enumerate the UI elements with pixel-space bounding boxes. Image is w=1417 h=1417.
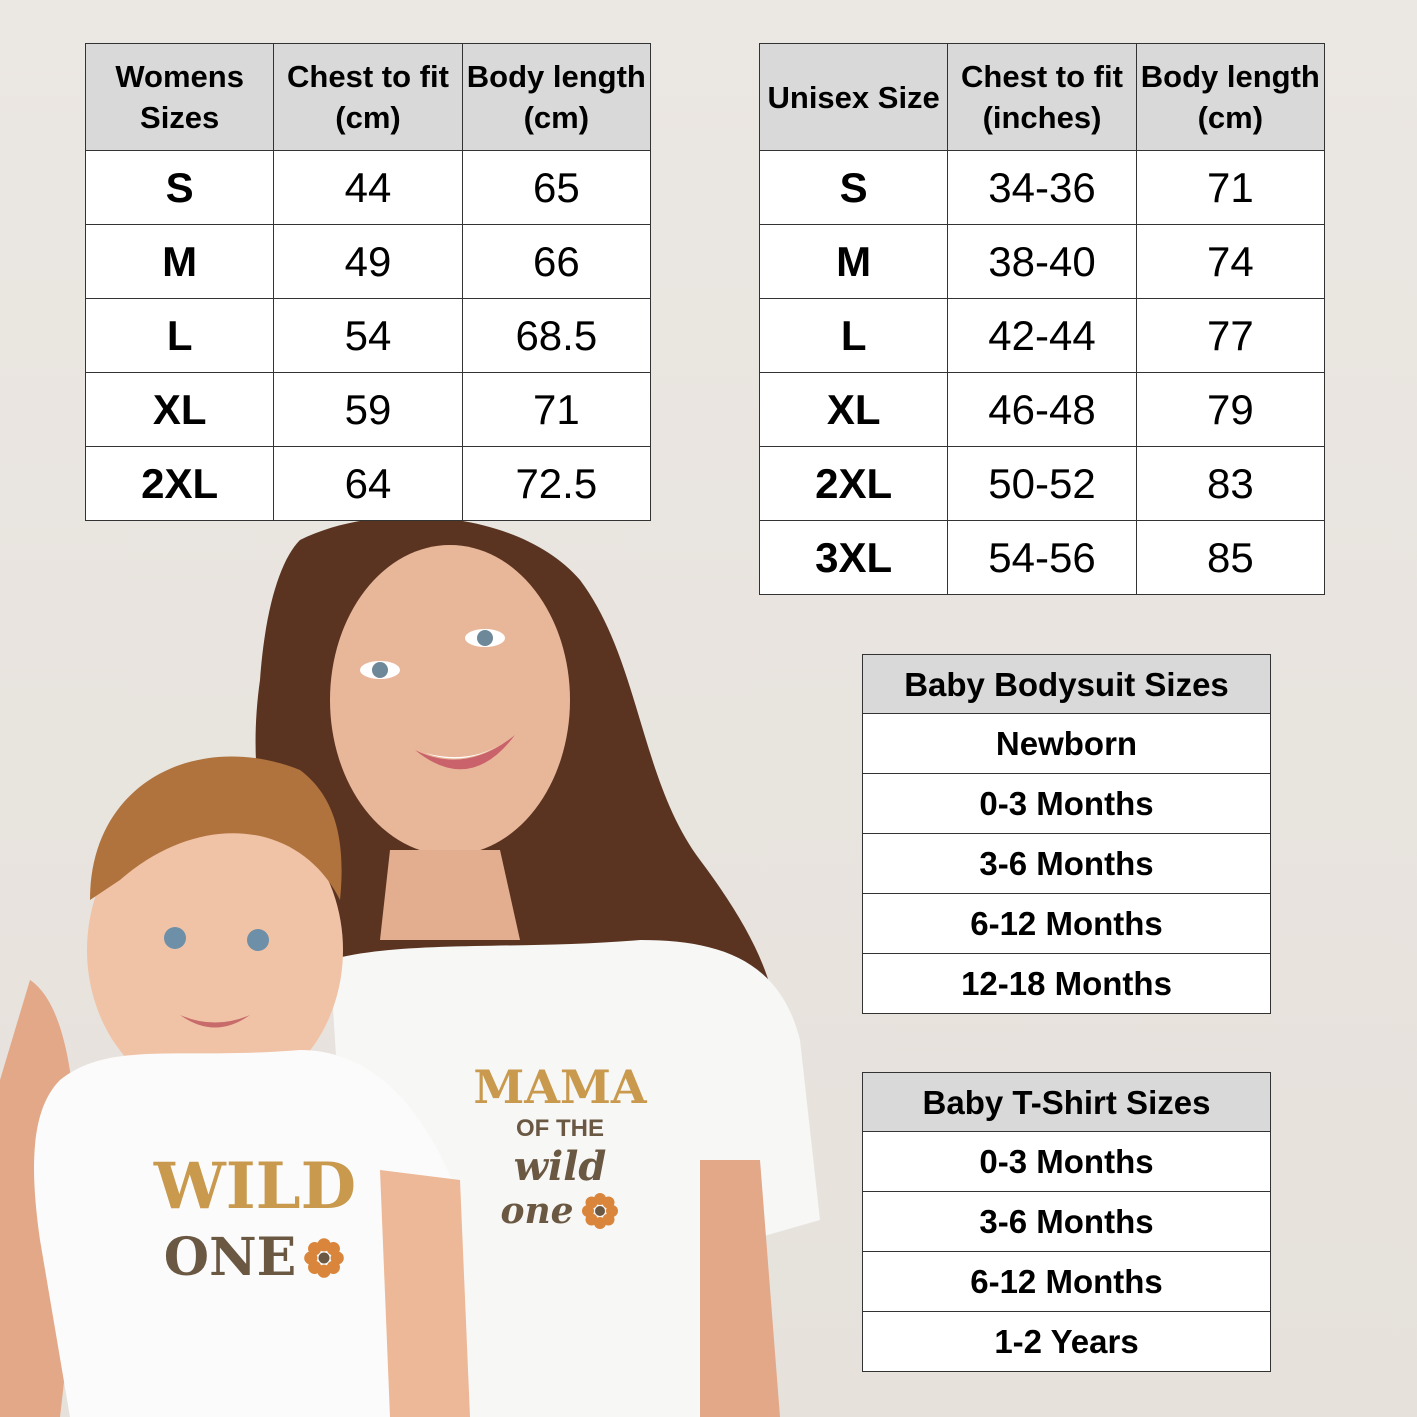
length-cell: 77 [1135, 298, 1326, 373]
size-cell: S [84, 150, 275, 225]
length-cell: 85 [1135, 520, 1326, 595]
table-row: 3XL 54-56 85 [758, 520, 1326, 595]
header-cell: Body length (cm) [1135, 43, 1326, 151]
baby-tshirt-size-table: Baby T-Shirt Sizes 0-3 Months 3-6 Months… [862, 1072, 1271, 1372]
wild-text: WILD [153, 1149, 357, 1224]
table-row: 3-6 Months [862, 833, 1271, 894]
table-row: M 38-40 74 [758, 224, 1326, 299]
length-cell: 66 [461, 224, 652, 299]
womens-size-table: Womens Sizes Chest to fit (cm) Body leng… [84, 43, 652, 521]
chest-cell: 38-40 [947, 224, 1137, 299]
table-row: XL 46-48 79 [758, 372, 1326, 447]
chest-cell: 44 [273, 150, 463, 225]
table-row: S 44 65 [84, 150, 652, 225]
one-text: one [500, 1190, 574, 1232]
chest-cell: 34-36 [947, 150, 1137, 225]
table-row: S 34-36 71 [758, 150, 1326, 225]
length-cell: 79 [1135, 372, 1326, 447]
chest-cell: 64 [273, 446, 463, 521]
size-cell: 2XL [84, 446, 275, 521]
size-cell: 1-2 Years [862, 1311, 1271, 1372]
table-row: 6-12 Months [862, 893, 1271, 954]
table-row: L 54 68.5 [84, 298, 652, 373]
baby-head [87, 800, 343, 1100]
header-cell: Unisex Size [758, 43, 949, 151]
length-cell: 83 [1135, 446, 1326, 521]
mother-face [330, 545, 570, 855]
baby-shirt [34, 1050, 471, 1417]
baby-bodysuit-size-table: Baby Bodysuit Sizes Newborn 0-3 Months 3… [862, 654, 1271, 1014]
chest-cell: 49 [273, 224, 463, 299]
size-cell: M [84, 224, 275, 299]
size-cell: XL [758, 372, 949, 447]
size-cell: 3-6 Months [862, 833, 1271, 894]
size-cell: 0-3 Months [862, 773, 1271, 834]
header-cell: Baby T-Shirt Sizes [862, 1072, 1271, 1132]
chest-cell: 59 [273, 372, 463, 447]
size-cell: Newborn [862, 713, 1271, 774]
size-cell: L [758, 298, 949, 373]
table-row: 2XL 64 72.5 [84, 446, 652, 521]
of-the-text: OF THE [516, 1115, 604, 1142]
size-cell: 3XL [758, 520, 949, 595]
table-header: Unisex Size Chest to fit (inches) Body l… [758, 43, 1326, 151]
table-row: L 42-44 77 [758, 298, 1326, 373]
table-row: Newborn [862, 713, 1271, 774]
size-cell: 2XL [758, 446, 949, 521]
table-row: 6-12 Months [862, 1251, 1271, 1312]
chest-cell: 50-52 [947, 446, 1137, 521]
header-cell: Baby Bodysuit Sizes [862, 654, 1271, 714]
size-cell: 0-3 Months [862, 1131, 1271, 1192]
mama-text: MAMA [473, 1060, 647, 1114]
table-row: M 49 66 [84, 224, 652, 299]
length-cell: 72.5 [461, 446, 652, 521]
size-cell: L [84, 298, 275, 373]
wild-text: wild [513, 1143, 607, 1190]
size-cell: 3-6 Months [862, 1191, 1271, 1252]
table-row: 0-3 Months [862, 1131, 1271, 1192]
chest-cell: 42-44 [947, 298, 1137, 373]
length-cell: 68.5 [461, 298, 652, 373]
length-cell: 65 [461, 150, 652, 225]
length-cell: 71 [461, 372, 652, 447]
header-cell: Womens Sizes [84, 43, 275, 151]
header-cell: Body length (cm) [461, 43, 652, 151]
table-row: 1-2 Years [862, 1311, 1271, 1372]
table-header: Womens Sizes Chest to fit (cm) Body leng… [84, 43, 652, 151]
unisex-size-table: Unisex Size Chest to fit (inches) Body l… [758, 43, 1326, 595]
size-cell: 6-12 Months [862, 1251, 1271, 1312]
table-row: XL 59 71 [84, 372, 652, 447]
mama-shirt-print: MAMA OF THE wild one [460, 1060, 660, 1232]
size-cell: 12-18 Months [862, 953, 1271, 1014]
size-cell: XL [84, 372, 275, 447]
length-cell: 71 [1135, 150, 1326, 225]
table-header: Baby T-Shirt Sizes [862, 1072, 1271, 1132]
chest-cell: 54-56 [947, 520, 1137, 595]
table-row: 0-3 Months [862, 773, 1271, 834]
flower-icon [581, 1193, 618, 1229]
size-cell: M [758, 224, 949, 299]
baby-shirt-print: WILD ONE [140, 1150, 370, 1292]
size-cell: 6-12 Months [862, 893, 1271, 954]
chest-cell: 46-48 [947, 372, 1137, 447]
length-cell: 74 [1135, 224, 1326, 299]
table-row: 3-6 Months [862, 1191, 1271, 1252]
chest-cell: 54 [273, 298, 463, 373]
flower-icon [304, 1238, 345, 1278]
size-cell: S [758, 150, 949, 225]
one-text: ONE [163, 1227, 297, 1288]
table-row: 2XL 50-52 83 [758, 446, 1326, 521]
header-cell: Chest to fit (inches) [947, 43, 1137, 151]
mother-and-baby-photo [0, 520, 820, 1417]
header-cell: Chest to fit (cm) [273, 43, 463, 151]
table-header: Baby Bodysuit Sizes [862, 654, 1271, 714]
table-row: 12-18 Months [862, 953, 1271, 1014]
